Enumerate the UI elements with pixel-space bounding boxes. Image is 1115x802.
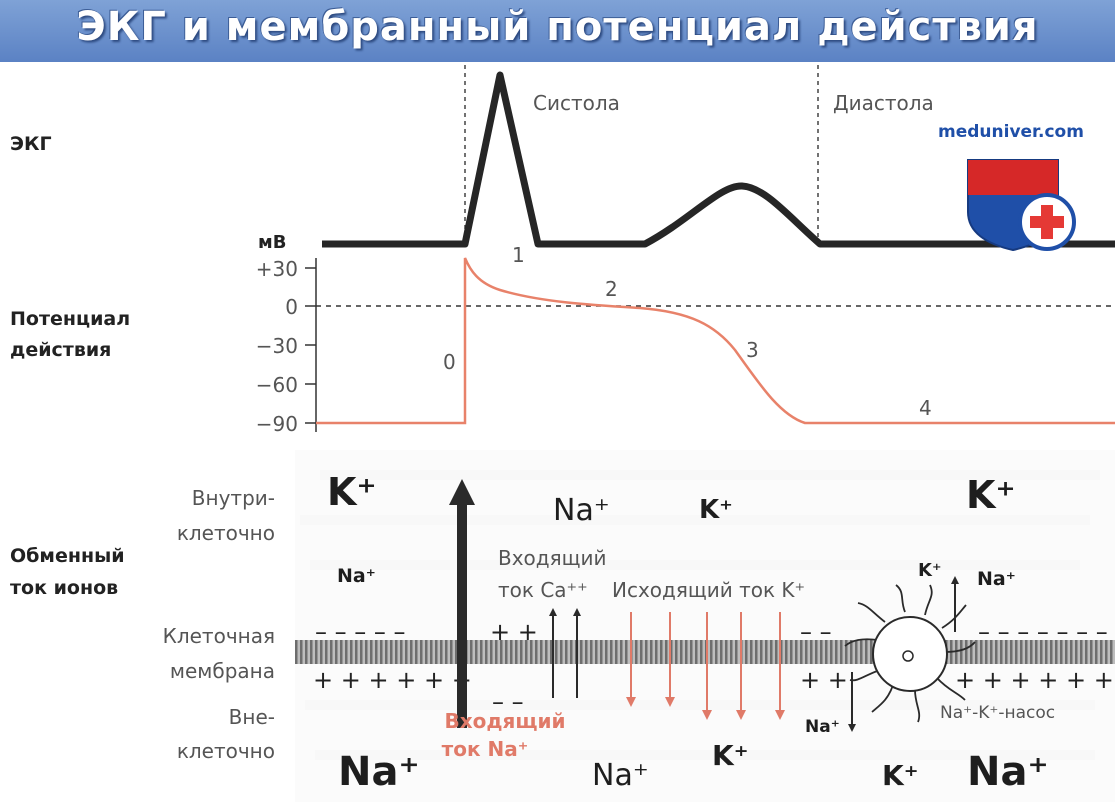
tick-label: 0 (285, 295, 298, 319)
action-potential-label-line2: действия (10, 339, 111, 361)
na-k-pump (844, 584, 976, 723)
tick-label: +30 (256, 257, 298, 281)
charge-positive-mid: + + (490, 618, 538, 646)
tick-label: −60 (256, 373, 298, 397)
ion-na-inside-mid: Na⁺ (553, 493, 610, 528)
charge-positive-k: + + (800, 666, 848, 694)
ion-k-inside-right: K⁺ (966, 473, 1016, 517)
ion-k-outside-mid: K⁺ (712, 739, 748, 772)
tick-label: −90 (256, 412, 298, 436)
ap-axis-ticks: +30 0 −30 −60 −90 (256, 257, 316, 436)
diastole-label: Диастола (833, 91, 934, 115)
pump-circle (872, 616, 948, 692)
outside-label-1: Вне- (229, 705, 275, 729)
na-current-label-2: ток Na⁺ (442, 737, 529, 761)
outside-label-2: клеточно (177, 739, 275, 763)
ion-panel-background (295, 450, 1115, 802)
phase-label-0: 0 (443, 350, 456, 374)
ion-na-inside-left: Na⁺ (337, 565, 376, 587)
action-potential-curve (316, 257, 1115, 425)
na-current-label-1: Входящий (444, 709, 565, 733)
charge-negative-mid: – – (492, 688, 524, 716)
phase-label-4: 4 (919, 396, 932, 420)
pump-label: Na⁺-K⁺-насос (940, 703, 1055, 723)
cross-icon (1030, 205, 1064, 239)
cell-membrane (295, 640, 1115, 664)
charge-negative-left: – – – – – (315, 618, 406, 646)
phase-label-3: 3 (746, 338, 759, 362)
ion-na-outside-left: Na⁺ (338, 749, 420, 795)
phase-label-1: 1 (512, 243, 525, 267)
tick-label: −30 (256, 334, 298, 358)
ion-current-label-line2: ток ионов (10, 577, 118, 599)
ion-na-pump-out: Na⁺ (805, 717, 840, 737)
ion-k-pump-in: K⁺ (918, 560, 941, 581)
charge-positive-left: + + + + + + (313, 666, 472, 694)
ecg-trace (322, 71, 1115, 248)
membrane-label-2: мембрана (170, 659, 275, 683)
systole-label: Систола (533, 91, 620, 115)
page-title: ЭКГ и мембранный потенциал действия (76, 4, 1039, 50)
ion-na-pump-in: Na⁺ (977, 568, 1016, 590)
inside-label-2: клеточно (177, 521, 275, 545)
charge-positive-right: + + + + + + (955, 666, 1114, 694)
charge-negative-k: – – (800, 618, 832, 646)
ca-current-label-1: Входящий (498, 546, 607, 570)
title-banner: ЭКГ и мембранный потенциал действия (0, 0, 1115, 62)
membrane-label-1: Клеточная (163, 624, 275, 648)
ion-k-inside-left: K⁺ (327, 470, 377, 514)
ca-current-label-2: ток Ca⁺⁺ (498, 578, 588, 602)
axis-unit-label: мВ (258, 232, 286, 253)
phase-label-2: 2 (605, 277, 618, 301)
meduniver-logo: meduniver.com (938, 122, 1084, 252)
ion-na-outside-right: Na⁺ (967, 749, 1049, 795)
charge-negative-right: – – – – – – – (978, 618, 1108, 646)
ecg-section-label: ЭКГ (10, 133, 52, 155)
ion-current-label-line1: Обменный (10, 545, 125, 567)
ion-k-inside-mid: K⁺ (699, 495, 733, 525)
ion-k-outside-right: K⁺ (882, 759, 918, 792)
inside-label-1: Внутри- (192, 486, 275, 510)
watermark-text: meduniver.com (938, 122, 1084, 142)
k-current-label: Исходящий ток K⁺ (612, 578, 805, 602)
ion-na-outside-mid: Na⁺ (592, 758, 649, 793)
action-potential-label-line1: Потенциал (10, 308, 130, 330)
ion-side-labels: Внутри- клеточно Клеточная мембрана Вне-… (163, 486, 275, 763)
